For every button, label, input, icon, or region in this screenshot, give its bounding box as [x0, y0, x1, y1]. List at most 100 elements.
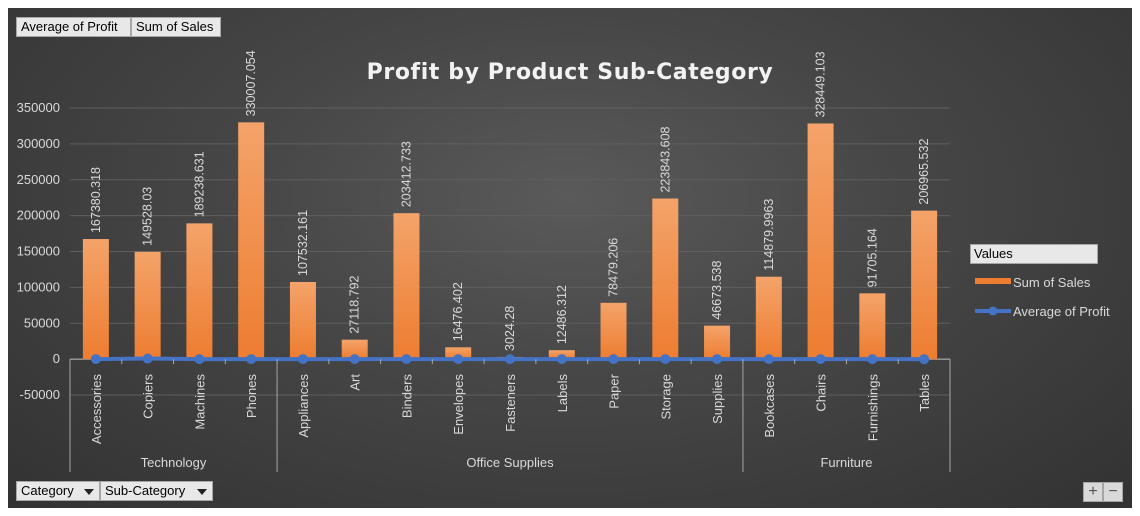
y-tick-label: 50000 [24, 315, 60, 330]
bar[interactable] [134, 251, 161, 360]
x-category-label: Labels [555, 374, 570, 413]
chevron-down-icon[interactable] [197, 489, 207, 495]
y-tick-label: 250000 [17, 172, 60, 187]
chart-area: -50000 0 50000 100000 150000 200000 250000 3000… [8, 8, 1132, 508]
line-series [90, 353, 930, 365]
y-tick-label: 0 [53, 351, 60, 366]
bar-data-label: 78479.206 [607, 238, 621, 297]
bar-data-label: 206965.532 [917, 139, 931, 205]
legend-title: Values [970, 244, 1098, 264]
x-category-label: Art [348, 374, 363, 391]
x-group-label: Office Supplies [466, 455, 554, 470]
profit-point[interactable] [763, 354, 774, 365]
y-tick-label: 300000 [17, 136, 60, 151]
average-profit-field-button[interactable]: Average of Profit [16, 17, 131, 37]
bar-data-label: 189238.631 [192, 151, 206, 217]
x-category-label: Furnishings [865, 374, 880, 442]
bar[interactable] [341, 339, 368, 360]
legend-swatch-sales [975, 278, 1011, 284]
subcategory-field-button[interactable]: Sub-Category [100, 481, 213, 501]
bar-data-labels: 167380.318 149528.03 189238.631 330007.054 1… [89, 50, 931, 351]
y-axis-ticks: -50000 0 50000 100000 150000 200000 250000 3000… [17, 100, 60, 402]
x-category-label: Phones [244, 374, 259, 419]
x-category-label: Binders [399, 374, 414, 419]
y-tick-label: 350000 [17, 100, 60, 115]
profit-point[interactable] [297, 354, 308, 365]
expand-field-button[interactable]: + [1083, 482, 1103, 502]
bar-data-label: 223843.608 [658, 126, 672, 192]
x-category-label: Paper [607, 373, 622, 408]
x-category-label: Supplies [710, 374, 725, 424]
profit-point[interactable] [815, 354, 826, 365]
collapse-field-button[interactable]: − [1103, 482, 1123, 502]
profit-point[interactable] [142, 353, 153, 364]
bar[interactable] [393, 213, 420, 360]
sum-sales-field-button[interactable]: Sum of Sales [131, 17, 221, 37]
profit-point[interactable] [194, 354, 205, 365]
x-group-label: Furniture [820, 455, 872, 470]
legend-label-sales: Sum of Sales [1013, 275, 1091, 290]
subcategory-field-label: Sub-Category [105, 483, 186, 498]
bar[interactable] [238, 122, 265, 360]
bar[interactable] [859, 293, 886, 360]
profit-point[interactable] [401, 354, 412, 365]
x-category-label: Machines [192, 374, 207, 430]
bar-data-label: 330007.054 [244, 50, 258, 116]
x-category-label: Storage [658, 374, 673, 420]
bar-data-label: 3024.28 [503, 306, 517, 351]
category-field-button[interactable]: Category [16, 481, 100, 501]
profit-point[interactable] [919, 354, 930, 365]
legend: Sum of Sales Average of Profit [975, 275, 1110, 319]
profit-point[interactable] [608, 354, 619, 365]
x-category-label: Accessories [89, 374, 104, 445]
y-tick-label: 100000 [17, 279, 60, 294]
bar[interactable] [704, 325, 731, 360]
x-category-label: Chairs [814, 374, 829, 412]
bar-data-label: 27118.792 [348, 275, 362, 333]
bar[interactable] [600, 302, 627, 360]
y-tick-label: -50000 [20, 387, 60, 402]
bar-data-label: 203412.733 [399, 141, 413, 207]
bar[interactable] [82, 239, 109, 360]
bar-data-label: 12486.312 [555, 285, 569, 344]
x-axis: Accessories Copiers Machines Phones Applianc… [69, 359, 951, 472]
y-tick-label: 200000 [17, 208, 60, 223]
profit-point[interactable] [556, 354, 567, 365]
profit-point[interactable] [349, 354, 360, 365]
profit-point[interactable] [90, 354, 101, 365]
x-category-label: Envelopes [451, 374, 466, 435]
chevron-down-icon[interactable] [84, 489, 94, 495]
bar-data-label: 167380.318 [89, 167, 103, 233]
bar[interactable] [807, 123, 834, 360]
legend-marker-profit [988, 306, 998, 316]
profit-point[interactable] [453, 354, 464, 365]
bar[interactable] [186, 223, 213, 360]
bar-series [82, 122, 938, 360]
x-category-label: Bookcases [762, 374, 777, 438]
x-category-label: Appliances [296, 374, 311, 438]
bar[interactable] [755, 276, 782, 360]
bar-data-label: 107532.161 [296, 210, 310, 276]
legend-label-profit: Average of Profit [1013, 304, 1110, 319]
bar[interactable] [289, 281, 316, 360]
x-category-label: Tables [917, 374, 932, 412]
y-tick-label: 150000 [17, 244, 60, 259]
category-field-label: Category [21, 483, 74, 498]
bar-data-label: 114879.9963 [762, 199, 776, 271]
x-category-label: Copiers [141, 374, 156, 419]
bar-data-label: 46673.538 [710, 261, 724, 320]
bar[interactable] [911, 210, 938, 360]
chart-title: Profit by Product Sub-Category [367, 60, 774, 85]
profit-point[interactable] [505, 354, 515, 365]
profit-point[interactable] [660, 354, 671, 365]
profit-point[interactable] [246, 354, 257, 365]
bar-data-label: 91705.164 [865, 228, 879, 287]
bar-data-label: 328449.103 [814, 51, 828, 117]
profit-point[interactable] [712, 354, 723, 365]
bar[interactable] [445, 347, 472, 360]
x-category-label: Fasteners [503, 374, 518, 432]
profit-point[interactable] [867, 354, 878, 365]
bar[interactable] [652, 198, 679, 360]
x-group-label: Technology [141, 455, 207, 470]
